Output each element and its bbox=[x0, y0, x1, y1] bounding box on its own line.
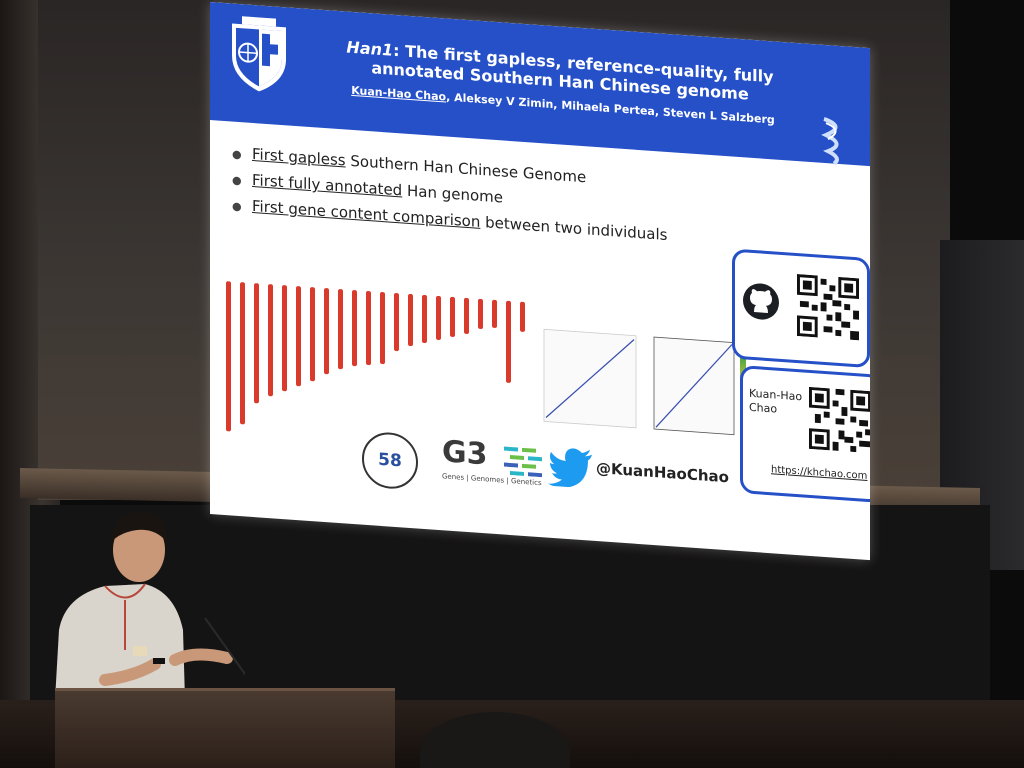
contact-name: Kuan-Hao Chao bbox=[749, 386, 803, 416]
first-author: Kuan-Hao Chao bbox=[351, 83, 447, 104]
karyotype-figure bbox=[226, 281, 525, 432]
journal-logo-text: G3 bbox=[442, 434, 488, 473]
github-card bbox=[732, 248, 870, 369]
podium bbox=[55, 688, 395, 768]
projected-slide: Han1: The first gapless, reference-quali… bbox=[210, 2, 870, 561]
slide-header: Han1: The first gapless, reference-quali… bbox=[210, 2, 870, 167]
qr-code-icon bbox=[797, 274, 859, 341]
bullet-text: Han genome bbox=[402, 181, 503, 207]
bullet-emphasis: First gapless bbox=[252, 144, 346, 170]
journal-logo: G3 Genes | Genomes | Genetics bbox=[442, 434, 552, 492]
twitter-handle: @KuanHaoChao bbox=[596, 458, 729, 487]
dotplot-figure-1 bbox=[543, 328, 637, 429]
bullet-dot: ● bbox=[232, 199, 242, 214]
journal-logo-mark-icon bbox=[504, 446, 542, 478]
contact-card: Kuan-Hao Chao https://khchao.com bbox=[740, 365, 870, 503]
audience-head bbox=[420, 712, 570, 768]
github-icon bbox=[743, 283, 779, 320]
title-gene-name: Han1 bbox=[346, 37, 394, 60]
bullet-list: ● First gapless Southern Han Chinese Geno… bbox=[232, 140, 667, 248]
twitter-bird-icon bbox=[548, 448, 592, 488]
dna-helix-icon bbox=[821, 117, 839, 166]
university-crest-icon bbox=[232, 16, 286, 92]
speaker-figure bbox=[55, 512, 245, 700]
contact-url: https://khchao.com bbox=[771, 464, 868, 482]
qr-code-icon bbox=[809, 386, 870, 454]
